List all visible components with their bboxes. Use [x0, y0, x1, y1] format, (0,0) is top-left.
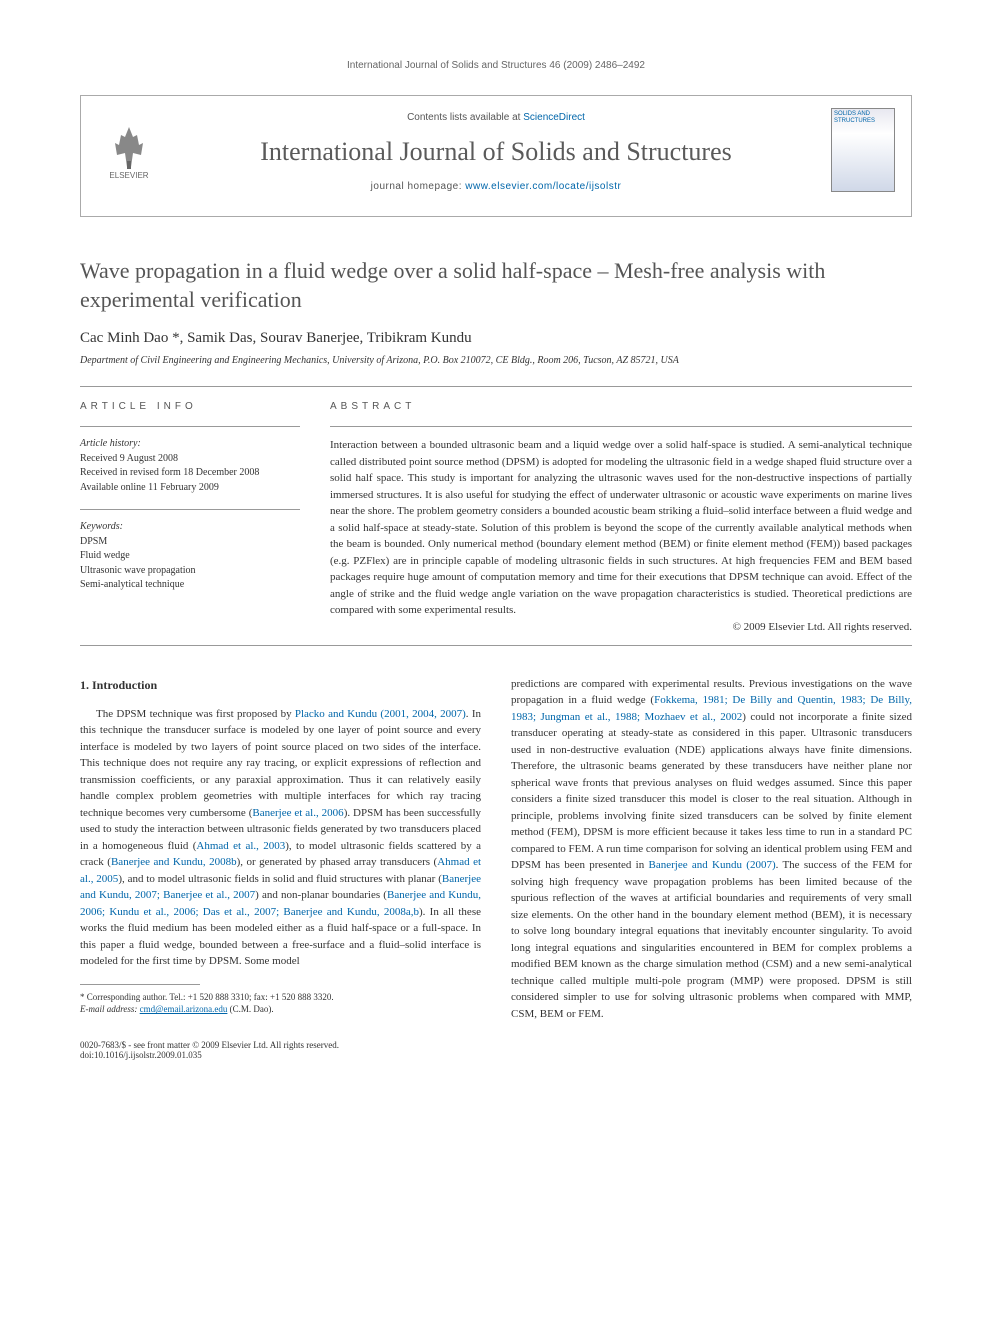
- body-paragraph: predictions are compared with experiment…: [511, 676, 912, 1023]
- online-date: Available online 11 February 2009: [80, 481, 300, 496]
- body-columns: 1. Introduction The DPSM technique was f…: [80, 676, 912, 1023]
- authors-list: Cac Minh Dao *, Samik Das, Sourav Banerj…: [80, 330, 912, 347]
- journal-homepage-link[interactable]: www.elsevier.com/locate/ijsolstr: [465, 181, 621, 192]
- received-date: Received 9 August 2008: [80, 452, 300, 467]
- body-column-right: predictions are compared with experiment…: [511, 676, 912, 1023]
- journal-banner: ELSEVIER Contents lists available at Sci…: [80, 95, 912, 217]
- divider: [80, 386, 912, 387]
- keyword: Fluid wedge: [80, 549, 300, 564]
- abstract-column: ABSTRACT Interaction between a bounded u…: [330, 401, 912, 633]
- article-info-column: ARTICLE INFO Article history: Received 9…: [80, 401, 300, 633]
- email-link[interactable]: cmd@email.arizona.edu: [140, 1004, 228, 1014]
- divider: [80, 645, 912, 646]
- revised-date: Received in revised form 18 December 200…: [80, 466, 300, 481]
- footnote-divider: [80, 984, 200, 985]
- keywords-heading: Keywords:: [80, 520, 300, 535]
- abstract-label: ABSTRACT: [330, 401, 912, 412]
- copyright-line: © 2009 Elsevier Ltd. All rights reserved…: [330, 621, 912, 633]
- running-header: International Journal of Solids and Stru…: [80, 60, 912, 71]
- journal-homepage-line: journal homepage: www.elsevier.com/locat…: [177, 181, 815, 192]
- affiliation: Department of Civil Engineering and Engi…: [80, 355, 912, 366]
- corresponding-author-footnote: * Corresponding author. Tel.: +1 520 888…: [80, 991, 481, 1016]
- introduction-heading: 1. Introduction: [80, 676, 481, 694]
- body-paragraph: The DPSM technique was first proposed by…: [80, 706, 481, 970]
- sciencedirect-link[interactable]: ScienceDirect: [523, 112, 585, 123]
- abstract-text: Interaction between a bounded ultrasonic…: [330, 437, 912, 619]
- history-heading: Article history:: [80, 437, 300, 452]
- journal-name: International Journal of Solids and Stru…: [177, 137, 815, 167]
- contents-available-line: Contents lists available at ScienceDirec…: [177, 112, 815, 123]
- article-info-label: ARTICLE INFO: [80, 401, 300, 412]
- journal-cover-thumbnail: SOLIDS AND STRUCTURES: [831, 108, 895, 192]
- keyword: Ultrasonic wave propagation: [80, 564, 300, 579]
- body-column-left: 1. Introduction The DPSM technique was f…: [80, 676, 481, 1023]
- keyword: Semi-analytical technique: [80, 578, 300, 593]
- keyword: DPSM: [80, 535, 300, 550]
- elsevier-logo: ELSEVIER: [97, 108, 161, 180]
- page-footer: 0020-7683/$ - see front matter © 2009 El…: [80, 1040, 912, 1060]
- paper-title: Wave propagation in a fluid wedge over a…: [80, 257, 912, 314]
- tree-icon: [105, 123, 153, 171]
